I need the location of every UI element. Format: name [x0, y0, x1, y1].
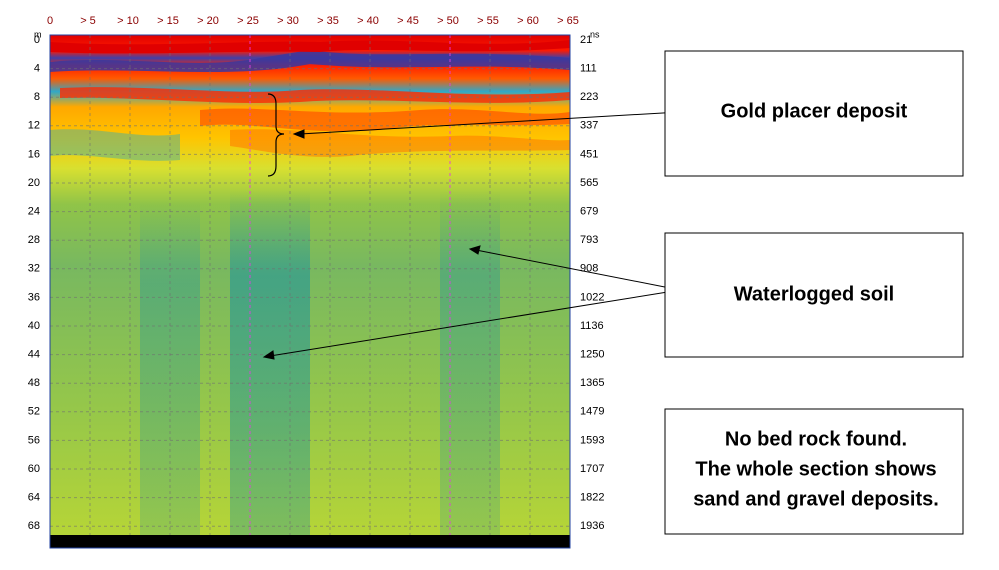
left-tick-label: 36	[28, 291, 40, 303]
annotation: sand and gravel deposits.	[693, 488, 939, 510]
right-tick-label: 451	[580, 148, 598, 160]
annotation-box	[664, 408, 964, 535]
right-tick-label: 21	[580, 34, 592, 46]
left-tick-label: 12	[28, 120, 40, 132]
right-tick-label: 1022	[580, 291, 604, 303]
brace	[267, 93, 285, 177]
left-tick-label: 48	[28, 377, 40, 389]
top-tick-label: > 5	[80, 15, 96, 27]
top-tick-label: 0	[47, 15, 53, 27]
annotation: Waterlogged soil	[734, 283, 894, 305]
left-tick-label: 68	[28, 520, 40, 532]
annotation-box	[664, 50, 964, 177]
top-tick-label: > 15	[157, 15, 179, 27]
right-tick-label: 337	[580, 120, 598, 132]
top-tick-label: > 65	[557, 15, 579, 27]
right-tick-label: 223	[580, 91, 598, 103]
annotation: No bed rock found.	[725, 428, 907, 450]
annotation-box	[664, 232, 964, 358]
right-tick-label: 1822	[580, 492, 604, 504]
right-tick-label: 908	[580, 263, 598, 275]
right-tick-label: 565	[580, 177, 598, 189]
radargram	[50, 35, 570, 548]
top-tick-label: > 50	[437, 15, 459, 27]
top-tick-label: > 10	[117, 15, 139, 27]
top-tick-label: > 30	[277, 15, 299, 27]
arrows	[262, 111, 681, 360]
left-tick-label: 16	[28, 148, 40, 160]
left-tick-label: 40	[28, 320, 40, 332]
top-tick-label: > 55	[477, 15, 499, 27]
left-tick-label: 4	[34, 63, 40, 75]
right-tick-label: 1479	[580, 406, 604, 418]
right-tick-label: 679	[580, 206, 598, 218]
right-tick-label: 1250	[580, 349, 604, 361]
annotation: Gold placer deposit	[721, 100, 908, 122]
top-tick-label: > 40	[357, 15, 379, 27]
left-tick-label: 56	[28, 434, 40, 446]
right-tick-label: 1136	[580, 320, 604, 332]
right-tick-label: 111	[580, 63, 597, 75]
left-tick-label: 8	[34, 91, 40, 103]
right-tick-label: 1365	[580, 377, 604, 389]
right-tick-label: 1593	[580, 434, 604, 446]
left-tick-label: 52	[28, 406, 40, 418]
left-tick-label: 44	[28, 349, 40, 361]
right-unit: ns	[590, 29, 600, 39]
axis-labels: 0 > 5 > 10 > 15 > 20 > 25 > 30 > 35 > 40 > 45 > 50…	[28, 15, 605, 532]
right-tick-label: 1707	[580, 463, 604, 475]
left-tick-label: 32	[28, 263, 40, 275]
right-tick-label: 1936	[580, 520, 604, 532]
left-tick-label: 20	[28, 177, 40, 189]
annotation: The whole section shows	[695, 458, 936, 480]
top-tick-label: > 20	[197, 15, 219, 27]
top-tick-label: > 25	[237, 15, 259, 27]
left-tick-label: 64	[28, 492, 40, 504]
top-tick-label: > 60	[517, 15, 539, 27]
left-tick-label: 0	[34, 34, 40, 46]
right-tick-label: 793	[580, 234, 598, 246]
left-unit: m	[34, 29, 42, 39]
top-tick-label: > 35	[317, 15, 339, 27]
left-tick-label: 28	[28, 234, 40, 246]
plot-frame	[49, 34, 571, 549]
grid	[50, 35, 570, 535]
top-tick-label: > 45	[397, 15, 419, 27]
left-tick-label: 60	[28, 463, 40, 475]
left-tick-label: 24	[28, 206, 40, 218]
